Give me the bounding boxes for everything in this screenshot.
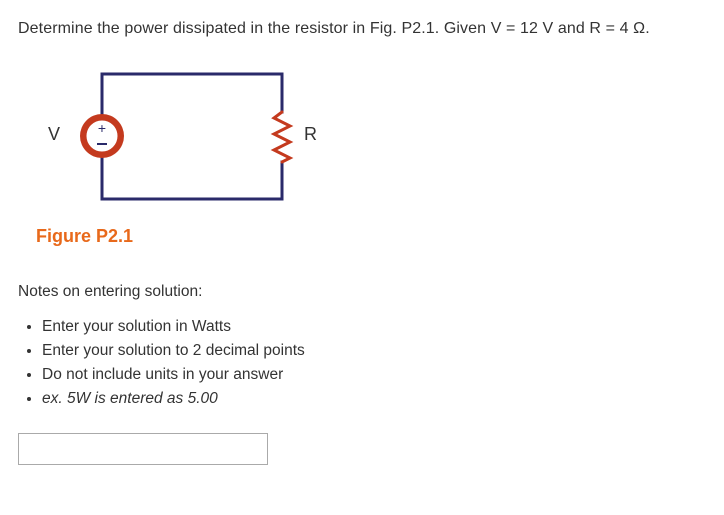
notes-list: Enter your solution in Watts Enter your …	[18, 315, 706, 411]
list-item: Do not include units in your answer	[42, 363, 706, 387]
notes-title: Notes on entering solution:	[18, 283, 706, 301]
voltage-label: V	[48, 124, 60, 145]
list-item: Enter your solution to 2 decimal points	[42, 339, 706, 363]
figure-caption: Figure P2.1	[36, 226, 706, 247]
plus-icon: +	[98, 120, 106, 136]
answer-input[interactable]	[18, 433, 268, 465]
resistor-icon	[274, 112, 290, 162]
question-text: Determine the power dissipated in the re…	[18, 14, 706, 44]
figure-area: V R + Figure P2.1	[72, 64, 706, 247]
list-item: ex. 5W is entered as 5.00	[42, 387, 706, 411]
list-item: Enter your solution in Watts	[42, 315, 706, 339]
circuit-diagram: V R +	[72, 64, 332, 214]
resistor-label: R	[304, 124, 317, 145]
